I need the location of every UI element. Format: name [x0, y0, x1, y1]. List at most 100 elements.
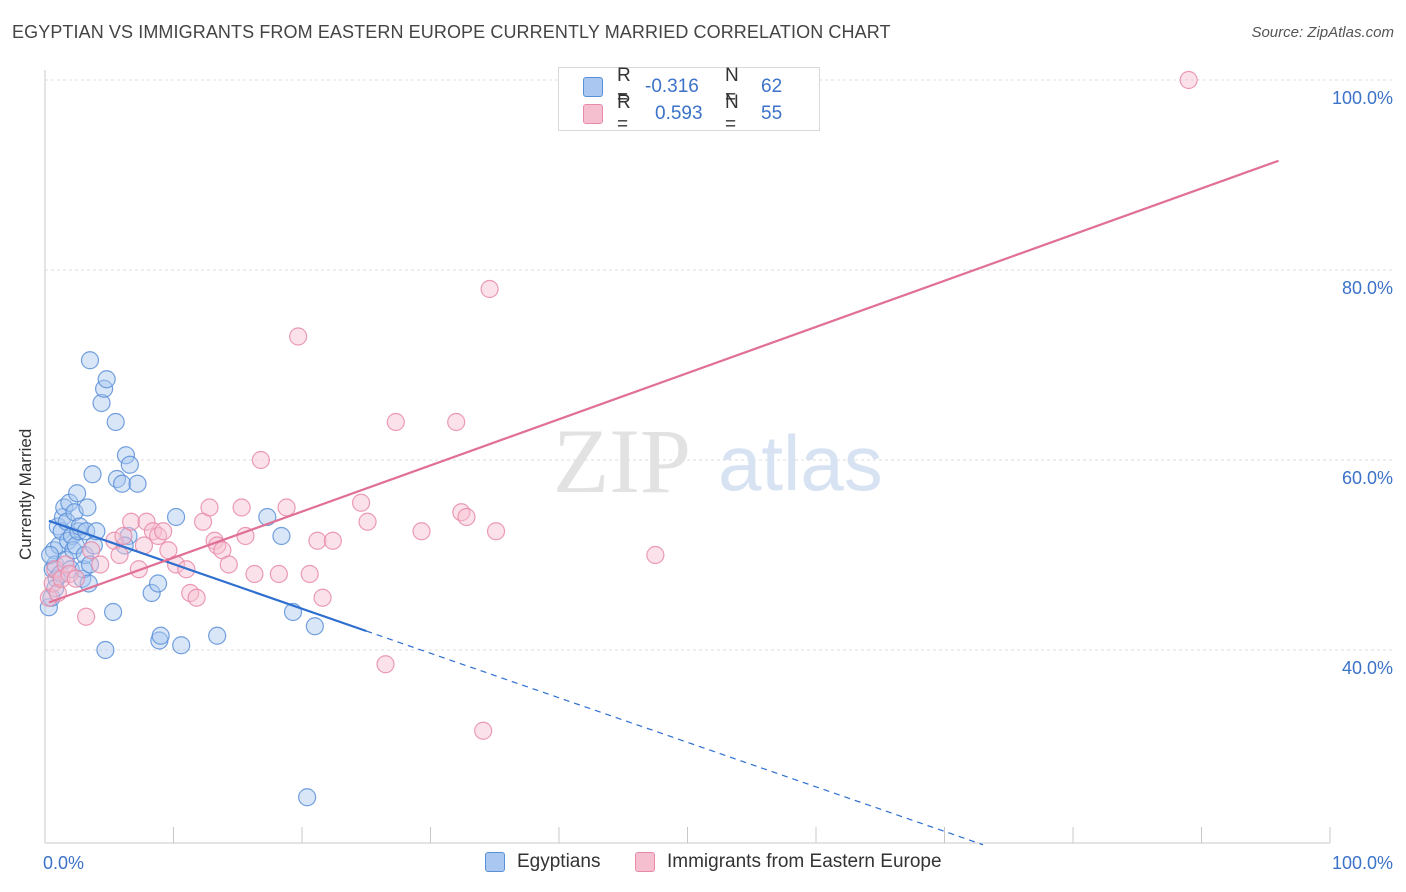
point-egyptians [112, 474, 132, 493]
point-egyptians [151, 626, 170, 645]
point-eastern-europe [46, 560, 65, 579]
point-egyptians [96, 640, 115, 660]
point-eastern-europe [232, 498, 251, 517]
point-eastern-europe [300, 564, 319, 584]
r-value-eastern-europe: 0.593 [655, 103, 703, 124]
point-eastern-europe [358, 512, 377, 531]
point-egyptians [258, 507, 277, 527]
point-eastern-europe [386, 412, 405, 432]
point-egyptians [166, 507, 186, 527]
series-legend: Egyptians Immigrants from Eastern Europe [0, 851, 1406, 877]
point-eastern-europe [289, 327, 308, 346]
point-egyptians [208, 626, 227, 645]
chart-source: Source: ZipAtlas.com [1251, 24, 1394, 41]
point-eastern-europe [376, 655, 395, 674]
point-egyptians [116, 446, 136, 465]
point-eastern-europe [646, 545, 665, 565]
trend-extension-egyptians [366, 630, 984, 846]
point-egyptians [142, 583, 161, 603]
point-eastern-europe [457, 507, 476, 527]
point-eastern-europe [66, 569, 85, 588]
y-tick-label: 100.0% [1332, 88, 1393, 108]
point-eastern-europe [114, 526, 133, 546]
stats-row-egyptians: R = -0.316 N = 62 [583, 65, 783, 108]
point-eastern-europe [277, 498, 296, 517]
point-eastern-europe [77, 607, 96, 626]
r-label: R = [617, 92, 631, 135]
stats-legend: R = -0.316 N = 62 R = 0.593 N = 55 [558, 65, 820, 135]
axes [44, 70, 1331, 844]
x-tick-label-left: 0.0% [43, 853, 84, 873]
point-egyptians [78, 498, 97, 517]
point-eastern-europe [352, 493, 371, 512]
point-eastern-europe [308, 531, 327, 550]
stats-row-eastern-europe: R = 0.593 N = 55 [583, 92, 783, 135]
point-eastern-europe [480, 279, 499, 299]
y-tick-label: 80.0% [1342, 278, 1393, 298]
point-eastern-europe [412, 522, 431, 541]
point-egyptians [64, 541, 83, 560]
chart-title: EGYPTIAN VS IMMIGRANTS FROM EASTERN EURO… [12, 22, 891, 42]
n-label: N = [725, 92, 739, 135]
point-egyptians [68, 484, 87, 503]
point-egyptians [128, 474, 147, 493]
point-eastern-europe [251, 450, 270, 470]
legend-item-egyptians[interactable]: Egyptians [485, 851, 600, 873]
point-eastern-europe [43, 574, 62, 593]
data-points [39, 70, 1198, 807]
trend-line-egyptians [48, 519, 367, 633]
r-label: R = [617, 65, 631, 108]
point-egyptians [83, 465, 102, 484]
point-eastern-europe [187, 588, 206, 607]
n-label: N = [725, 65, 739, 108]
point-eastern-europe [313, 588, 332, 607]
point-egyptians [104, 602, 123, 622]
x-tick-label-right: 100.0% [1332, 853, 1393, 873]
point-eastern-europe [323, 531, 342, 550]
egyptians-swatch [583, 77, 603, 97]
y-tick-label: 40.0% [1342, 658, 1393, 678]
trend-line-eastern-europe [48, 159, 1279, 604]
point-eastern-europe [121, 512, 141, 531]
watermark-zip: ZIP [553, 410, 691, 512]
point-eastern-europe [219, 555, 238, 574]
egyptians-swatch [485, 852, 505, 872]
point-egyptians [80, 351, 100, 370]
point-eastern-europe [269, 564, 288, 584]
watermark: ZIP atlas [553, 410, 883, 512]
point-eastern-europe [200, 498, 219, 517]
point-egyptians [46, 579, 65, 598]
legend-label-eastern-europe: Immigrants from Eastern Europe [667, 851, 942, 872]
legend-label-egyptians: Egyptians [517, 851, 601, 872]
point-eastern-europe [82, 541, 101, 560]
point-egyptians [148, 574, 168, 593]
point-egyptians [106, 412, 125, 432]
point-egyptians [41, 545, 60, 565]
point-eastern-europe [447, 412, 466, 432]
point-eastern-europe [56, 555, 75, 574]
r-value-egyptians: -0.316 [645, 76, 699, 97]
point-egyptians [305, 617, 324, 636]
n-value-egyptians: 62 [761, 76, 783, 97]
point-eastern-europe [91, 555, 110, 574]
point-egyptians [92, 393, 111, 413]
watermark-atlas: atlas [718, 419, 883, 507]
point-eastern-europe [474, 721, 493, 740]
point-egyptians [172, 636, 191, 655]
point-eastern-europe [154, 522, 173, 541]
point-egyptians [60, 493, 79, 512]
gridlines [45, 79, 1392, 651]
point-eastern-europe [137, 512, 156, 531]
point-eastern-europe [1179, 70, 1198, 90]
n-value-eastern-europe: 55 [761, 103, 783, 124]
point-egyptians [119, 526, 138, 546]
point-eastern-europe [486, 522, 506, 541]
point-egyptians [120, 455, 139, 474]
trend-lines [48, 159, 1279, 846]
point-eastern-europe [110, 545, 129, 565]
point-eastern-europe [245, 564, 264, 584]
point-egyptians [80, 555, 100, 574]
eastern-europe-swatch [583, 104, 603, 124]
legend-item-eastern-europe[interactable]: Immigrants from Eastern Europe [635, 851, 942, 873]
